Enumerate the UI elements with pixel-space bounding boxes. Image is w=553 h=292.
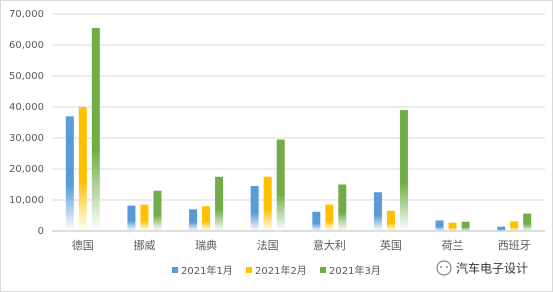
- legend-label: 2021年2月: [255, 264, 307, 277]
- bar: [461, 221, 470, 231]
- y-tick-label: 50,000: [9, 71, 44, 82]
- y-tick-label: 20,000: [9, 164, 44, 175]
- bar: [215, 176, 224, 231]
- bar: [202, 206, 211, 231]
- bar: [276, 139, 285, 231]
- bar: [127, 205, 136, 231]
- x-tick-label: 德国: [72, 238, 94, 252]
- y-tick-label: 70,000: [9, 9, 44, 20]
- bar: [373, 192, 382, 231]
- bar: [448, 222, 457, 231]
- bar: [140, 204, 149, 231]
- bar: [325, 204, 334, 231]
- y-tick-label: 30,000: [9, 133, 44, 144]
- x-tick-label: 挪威: [133, 238, 155, 252]
- bar: [399, 110, 408, 231]
- bar: [65, 116, 74, 231]
- watermark-icon: [436, 260, 452, 276]
- y-tick-label: 10,000: [9, 195, 44, 206]
- bar: [250, 186, 259, 231]
- bar: [510, 221, 519, 231]
- y-tick-label: 0: [38, 226, 44, 237]
- bar: [153, 190, 162, 231]
- y-tick-label: 60,000: [9, 40, 44, 51]
- bar: [435, 220, 444, 231]
- legend-label: 2021年1月: [181, 264, 233, 277]
- watermark: 汽车电子设计: [456, 261, 528, 276]
- bar: [189, 209, 198, 231]
- legend-swatch: [172, 267, 178, 273]
- x-tick-label: 英国: [380, 238, 402, 252]
- bar: [497, 226, 506, 231]
- x-tick-label: 瑞典: [195, 238, 217, 252]
- bar: [338, 184, 347, 231]
- bar: [263, 176, 272, 231]
- bar: [78, 107, 87, 231]
- x-tick-label: 荷兰: [442, 239, 464, 252]
- x-tick-label: 意大利: [313, 238, 346, 252]
- legend-label: 2021年3月: [329, 264, 381, 277]
- x-tick-label: 法国: [257, 238, 279, 252]
- bar: [91, 27, 100, 232]
- y-tick-label: 40,000: [9, 102, 44, 113]
- bar: [386, 210, 395, 231]
- bar: [312, 211, 321, 231]
- x-tick-label: 西班牙: [498, 239, 531, 252]
- legend-swatch: [320, 267, 326, 273]
- legend-swatch: [246, 267, 252, 273]
- bar: [523, 213, 532, 231]
